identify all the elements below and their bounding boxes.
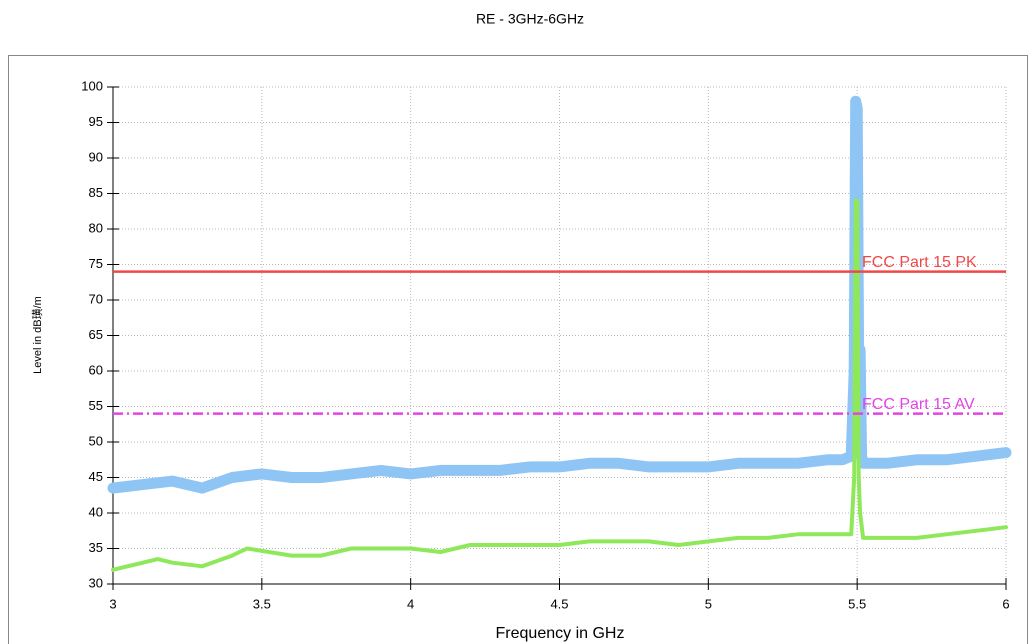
y-tick-label: 65 xyxy=(89,327,103,342)
x-tick-label: 5 xyxy=(705,596,712,611)
x-tick-label: 6 xyxy=(1002,596,1009,611)
plot-panel xyxy=(8,55,1028,644)
y-tick-label: 45 xyxy=(89,469,103,484)
x-tick-label: 5.5 xyxy=(848,596,866,611)
x-tick-label: 3 xyxy=(109,596,116,611)
series-line xyxy=(107,95,1012,494)
y-tick-label: 75 xyxy=(89,256,103,271)
y-tick-label: 55 xyxy=(89,398,103,413)
x-tick-label: 4.5 xyxy=(550,596,568,611)
x-tick-label: 4 xyxy=(407,596,414,611)
y-tick-label: 90 xyxy=(89,149,103,164)
limit-label: FCC Part 15 PK xyxy=(862,254,977,271)
series-line xyxy=(111,198,1008,572)
x-axis-label: Frequency in GHz xyxy=(496,625,625,642)
y-tick-label: 40 xyxy=(89,504,103,519)
limit-label: FCC Part 15 AV xyxy=(862,396,975,413)
y-tick-label: 95 xyxy=(89,114,103,129)
y-tick-label: 30 xyxy=(89,575,103,590)
chart-title: RE - 3GHz-6GHz xyxy=(476,11,584,27)
y-tick-label: 85 xyxy=(89,185,103,200)
y-axis-label: Level in dB璜/m xyxy=(30,296,44,374)
y-tick-label: 60 xyxy=(89,362,103,377)
y-tick-label: 70 xyxy=(89,291,103,306)
y-tick-label: 50 xyxy=(89,433,103,448)
y-tick-label: 35 xyxy=(89,540,103,555)
x-tick-label: 3.5 xyxy=(253,596,271,611)
y-tick-label: 80 xyxy=(89,220,103,235)
y-tick-label: 100 xyxy=(81,78,103,93)
